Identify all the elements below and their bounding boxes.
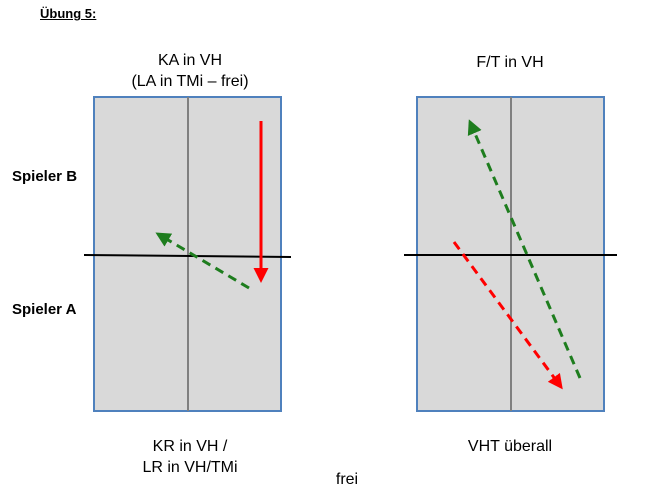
left-top-line2: (LA in TMi – frei) <box>131 73 249 90</box>
right-top-line1: F/T in VH <box>476 54 544 71</box>
right-bottom-line1: VHT überall <box>467 438 553 455</box>
footer-text: frei <box>335 471 359 488</box>
right-top-caption: F/T in VH <box>420 52 600 73</box>
left-top-caption: KA in VH (LA in TMi – frei) <box>100 50 280 92</box>
left-bottom-line2: LR in VH/TMi <box>142 459 238 476</box>
player-a-label: Spieler A <box>12 301 77 318</box>
right-bottom-caption: VHT überall <box>420 436 600 457</box>
left-green-dashed-arrow <box>155 232 250 290</box>
left-top-line1: KA in VH <box>157 52 223 69</box>
left-bottom-caption: KR in VH / LR in VH/TMi <box>100 436 280 478</box>
right-table <box>404 96 617 412</box>
left-net-line <box>83 254 292 258</box>
left-bottom-line1: KR in VH / <box>152 438 228 455</box>
player-b-label: Spieler B <box>12 168 78 185</box>
exercise-title: Übung 5: <box>40 6 97 21</box>
right-green-dashed-arrow <box>467 119 582 379</box>
left-table <box>83 96 292 412</box>
right-red-dashed-arrow <box>452 241 563 390</box>
